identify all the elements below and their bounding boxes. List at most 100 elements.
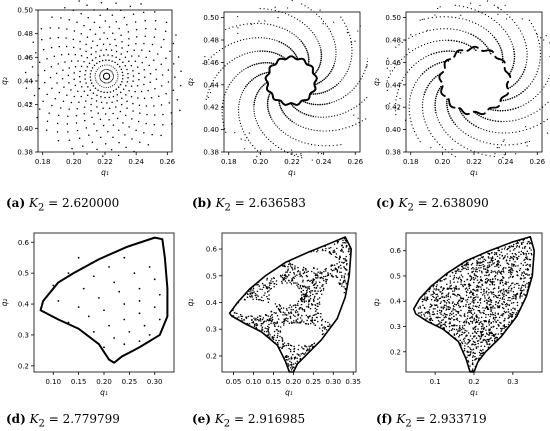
orbit-point bbox=[137, 97, 139, 99]
orbit-point bbox=[263, 330, 266, 333]
orbit-point bbox=[246, 52, 248, 54]
orbit-point bbox=[388, 76, 390, 78]
orbit-point bbox=[472, 314, 474, 316]
orbit-point bbox=[260, 299, 263, 302]
orbit-point bbox=[299, 358, 301, 361]
orbit-point bbox=[276, 126, 279, 128]
orbit-point bbox=[316, 82, 319, 85]
orbit-point bbox=[438, 323, 441, 325]
orbit-point bbox=[499, 257, 501, 259]
orbit-point bbox=[472, 110, 475, 113]
orbit-point bbox=[318, 66, 320, 69]
orbit-point bbox=[256, 290, 259, 293]
orbit-point bbox=[504, 303, 507, 306]
orbit-point bbox=[545, 35, 547, 37]
orbit-point bbox=[438, 51, 440, 53]
orbit-point bbox=[116, 94, 119, 96]
orbit-point bbox=[268, 290, 270, 292]
orbit-point bbox=[518, 93, 520, 96]
orbit-point bbox=[272, 62, 275, 65]
orbit-point bbox=[315, 71, 317, 74]
orbit-point bbox=[247, 139, 250, 141]
orbit-point bbox=[411, 49, 414, 52]
orbit-point bbox=[168, 102, 171, 104]
orbit-point bbox=[534, 29, 536, 31]
orbit-point bbox=[427, 17, 429, 19]
orbit-point bbox=[461, 327, 464, 329]
orbit-point bbox=[279, 346, 281, 349]
orbit-point bbox=[473, 319, 475, 322]
orbit-point bbox=[464, 345, 466, 347]
orbit-point bbox=[361, 120, 363, 122]
y-tick-label: 0.3 bbox=[390, 323, 401, 331]
orbit-point bbox=[473, 317, 476, 320]
orbit-point bbox=[439, 302, 442, 304]
orbit-point bbox=[430, 133, 432, 135]
orbit-point bbox=[291, 322, 293, 325]
orbit-point bbox=[469, 317, 471, 319]
orbit-point bbox=[268, 62, 271, 64]
orbit-point bbox=[116, 117, 119, 120]
orbit-point bbox=[94, 73, 96, 75]
orbit-point bbox=[486, 0, 489, 2]
orbit-point bbox=[479, 276, 482, 278]
orbit-point bbox=[509, 86, 512, 89]
orbit-point bbox=[298, 322, 300, 324]
x-tick-label: 0.10 bbox=[246, 378, 262, 386]
orbit-point bbox=[123, 256, 126, 259]
orbit-point bbox=[295, 55, 298, 58]
orbit-point bbox=[118, 141, 120, 144]
orbit-point bbox=[443, 60, 445, 63]
orbit-point bbox=[482, 323, 484, 326]
orbit-point bbox=[112, 90, 115, 92]
orbit-point bbox=[396, 64, 398, 66]
orbit-point bbox=[491, 312, 494, 314]
orbit-point bbox=[443, 95, 446, 98]
orbit-point bbox=[279, 308, 281, 311]
orbit-point bbox=[95, 79, 97, 81]
orbit-point bbox=[289, 360, 291, 363]
x-tick-label: 0.26 bbox=[160, 158, 176, 166]
orbit-point bbox=[463, 332, 465, 334]
orbit-point bbox=[471, 337, 473, 340]
orbit-point bbox=[306, 306, 308, 308]
orbit-point bbox=[453, 55, 456, 58]
orbit-point bbox=[349, 34, 351, 37]
orbit-point bbox=[131, 55, 133, 57]
orbit-point bbox=[445, 304, 447, 306]
orbit-point bbox=[326, 25, 328, 27]
orbit-point bbox=[469, 353, 472, 356]
orbit-point bbox=[119, 91, 122, 94]
x-tick-label: 0.24 bbox=[316, 158, 332, 166]
orbit-point bbox=[313, 290, 316, 292]
orbit-point bbox=[255, 317, 257, 320]
orbit-point bbox=[268, 50, 271, 53]
orbit-point bbox=[291, 0, 293, 2]
orbit-point bbox=[493, 4, 495, 6]
orbit-point bbox=[474, 355, 476, 358]
orbit-point bbox=[151, 43, 154, 46]
orbit-point bbox=[480, 350, 483, 352]
orbit-point bbox=[458, 40, 461, 43]
orbit-point bbox=[409, 98, 411, 100]
orbit-point bbox=[310, 279, 313, 282]
orbit-point bbox=[259, 50, 261, 52]
orbit-point bbox=[244, 293, 246, 296]
orbit-point bbox=[391, 70, 394, 72]
orbit-point bbox=[278, 101, 280, 103]
orbit-point bbox=[490, 17, 493, 20]
orbit-point bbox=[507, 80, 510, 83]
orbit-point bbox=[455, 318, 458, 320]
orbit-point bbox=[319, 45, 321, 47]
orbit-point bbox=[317, 68, 319, 71]
orbit-point bbox=[291, 32, 293, 34]
orbit-point bbox=[455, 313, 457, 316]
orbit-point bbox=[318, 301, 321, 303]
orbit-point bbox=[446, 299, 449, 302]
orbit-point bbox=[130, 85, 133, 87]
orbit-point bbox=[335, 48, 337, 51]
orbit-point bbox=[458, 109, 461, 111]
orbit-point bbox=[299, 355, 301, 357]
orbit-point bbox=[115, 88, 118, 91]
